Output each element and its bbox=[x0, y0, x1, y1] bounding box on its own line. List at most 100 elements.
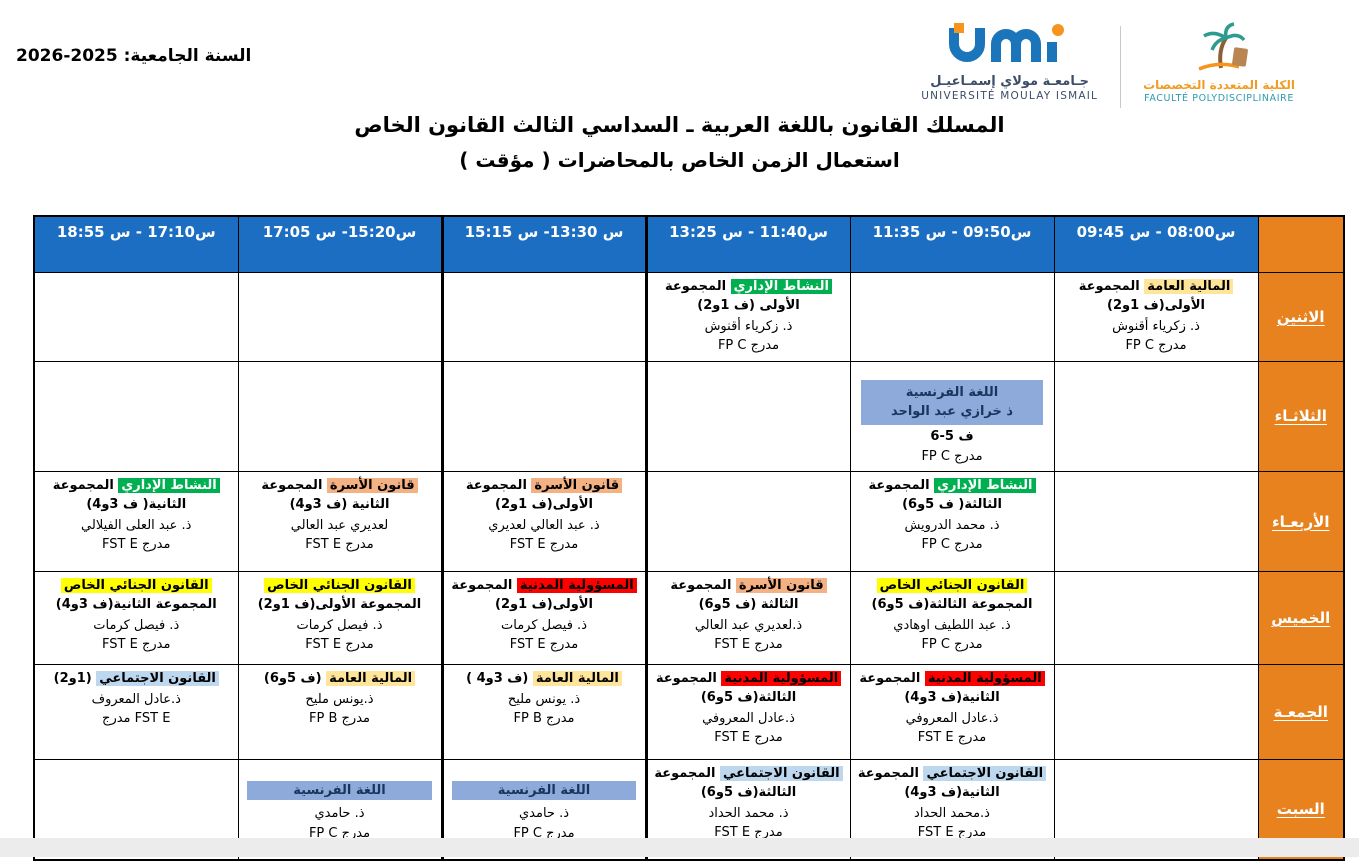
course-highlight: النشاط الإداري bbox=[730, 279, 833, 294]
course-block-line: اللغة الفرنسية bbox=[905, 384, 999, 400]
header-logos: جـامعـة مولاي إسمـاعيـل UNIVERSITÉ MOULA… bbox=[921, 22, 1295, 108]
course-line: قانون الأسرة المجموعة الثالثة (ف 5و6) bbox=[651, 577, 847, 615]
course-line: النشاط الإداري المجموعة الثانية( ف 3و4) bbox=[38, 477, 235, 515]
schedule-cell: المسؤولية المدنية المجموعة الأولى(ف 1و2)… bbox=[440, 571, 648, 666]
course-line: المالية العامة (ف 3و4 ) bbox=[447, 670, 642, 689]
schedule-cell bbox=[33, 360, 239, 473]
teacher-name: ذ. محمد الحداد bbox=[708, 805, 789, 821]
schedule-cell: المالية العامة (ف 5و6) ذ.يونس مليح مدرج FP… bbox=[237, 664, 443, 761]
schedule-cell bbox=[645, 471, 851, 573]
schedule-cell: المسؤولية المدنية المجموعة الثانية(ف 3و4… bbox=[849, 664, 1055, 761]
room-text: مدرج FP C bbox=[717, 338, 780, 354]
teacher-name: ذ. زكرياء أقنوش bbox=[1112, 318, 1200, 334]
schedule-cell: المسؤولية المدنية المجموعة الثالثة(ف 5و6… bbox=[645, 664, 851, 761]
timetable-body: س08:00 - س 09:45 س09:50 - س 11:35 س11:40 -… bbox=[33, 215, 1345, 861]
time-slot-header: س 13:30- س 15:15 bbox=[440, 215, 648, 273]
teacher-name: ذ. عبد العلى الفيلالي bbox=[81, 517, 192, 533]
room-text: مدرج FST E bbox=[714, 825, 783, 841]
umi-name-arabic: جـامعـة مولاي إسمـاعيـل bbox=[930, 74, 1090, 89]
room-text: مدرج FP C bbox=[1125, 338, 1187, 354]
course-bar: اللغة الفرنسية bbox=[247, 781, 432, 801]
teacher-name: ذ.عادل المعروفي bbox=[702, 710, 795, 726]
schedule-cell bbox=[849, 272, 1055, 362]
faculty-logo: الكلية المتعددة التخصصات FACULTÉ POLYDIS… bbox=[1143, 22, 1295, 104]
day-name-text: الاثنين bbox=[1276, 307, 1325, 326]
schedule-cell: النشاط الإداري المجموعة الثانية( ف 3و4) ذ… bbox=[33, 471, 239, 573]
group-text: ف 5-6 bbox=[930, 428, 974, 444]
footer-strip bbox=[0, 838, 1359, 857]
teacher-name: ذ.لعديري عبد العالي bbox=[694, 617, 803, 633]
schedule-cell bbox=[1053, 664, 1259, 761]
course-line: المسؤولية المدنية المجموعة الأولى(ف 1و2) bbox=[447, 577, 642, 615]
day-label: الخميس bbox=[1257, 571, 1345, 666]
course-line: المسؤولية المدنية المجموعة الثانية(ف 3و4… bbox=[854, 670, 1051, 708]
day-label: الاثنين bbox=[1257, 272, 1345, 362]
course-highlight: القانون الجنائي الخاص bbox=[60, 578, 212, 594]
day-name-text: الثلاثـاء bbox=[1274, 407, 1327, 426]
schedule-cell bbox=[645, 360, 851, 473]
course-line: قانون الأسرة المجموعة الأولى(ف 1و2) bbox=[447, 477, 642, 515]
schedule-cell bbox=[1053, 360, 1259, 473]
course-line: القانون الاجتماعي (1و2) bbox=[38, 670, 235, 689]
day-name-text: الخميس bbox=[1271, 609, 1331, 628]
time-slot-header: س09:50 - س 11:35 bbox=[849, 215, 1055, 273]
schedule-cell: المالية العامة المجموعة الأولى(ف 1و2) ذ. … bbox=[1053, 272, 1259, 362]
course-highlight: قانون الأسرة bbox=[326, 478, 418, 494]
schedule-cell bbox=[237, 360, 443, 473]
course-highlight: المسؤولية المدنية bbox=[924, 671, 1045, 687]
teacher-name: لعديري عبد العالي bbox=[290, 517, 389, 533]
logo-divider bbox=[1120, 26, 1122, 108]
course-highlight: النشاط الإداري bbox=[934, 478, 1036, 494]
course-line: القانون الجنائي الخاص المجموعة الثانية(ف… bbox=[55, 578, 217, 612]
course-highlight: المسؤولية المدنية bbox=[721, 671, 842, 687]
schedule-cell: القانون الجنائي الخاص المجموعة الأولى(ف … bbox=[237, 571, 443, 666]
umi-logo: جـامعـة مولاي إسمـاعيـل UNIVERSITÉ MOULA… bbox=[921, 22, 1098, 102]
teacher-name: ذ. فيصل كرمات bbox=[296, 617, 383, 633]
day-label: الجمعـة bbox=[1257, 664, 1345, 761]
room-text: مدرج FST E bbox=[305, 637, 374, 653]
teacher-name: ذ. عبد اللطيف اوهادي bbox=[893, 617, 1011, 633]
schedule-cell bbox=[33, 272, 239, 362]
course-block-line: ذ خرازي عبد الواحد bbox=[890, 404, 1014, 420]
room-text: مدرج FST E bbox=[917, 825, 987, 841]
schedule-cell: النشاط الإداري المجموعة الأولى (ف 1و2) ذ.… bbox=[645, 272, 851, 362]
schedule-cell: المالية العامة (ف 3و4 ) ذ. يونس مليح مدرج … bbox=[440, 664, 648, 761]
table-corner bbox=[1257, 215, 1345, 273]
academic-year-label: السنة الجامعية: 2025-2026 bbox=[16, 46, 252, 66]
schedule-cell bbox=[1053, 471, 1259, 573]
schedule-cell bbox=[440, 360, 648, 473]
course-line: القانون الاجتماعي المجموعة الثالثة(ف 5و6… bbox=[651, 765, 847, 803]
course-block: اللغة الفرنسية ذ خرازي عبد الواحد bbox=[861, 379, 1043, 425]
room-text: مدرج FST E bbox=[714, 637, 783, 653]
course-line: المالية العامة المجموعة الأولى(ف 1و2) bbox=[1058, 278, 1255, 316]
room-text: مدرج FP C bbox=[921, 637, 983, 653]
course-highlight: القانون الاجتماعي bbox=[923, 766, 1047, 782]
time-slot-header: س08:00 - س 09:45 bbox=[1053, 215, 1259, 273]
room-text: مدرج FP B bbox=[513, 711, 575, 727]
day-label: الثلاثـاء bbox=[1257, 360, 1345, 473]
day-name-text: الأربعـاء bbox=[1272, 512, 1330, 531]
course-line: النشاط الإداري المجموعة الثالثة( ف 5و6) bbox=[854, 477, 1051, 515]
course-line: القانون الجنائي الخاص المجموعة الثالثة(ف… bbox=[871, 578, 1033, 612]
schedule-cell: قانون الأسرة المجموعة الأولى(ف 1و2) ذ. عب… bbox=[440, 471, 648, 573]
room-text: مدرج FST E bbox=[509, 637, 579, 653]
course-highlight: القانون الجنائي الخاص bbox=[876, 578, 1028, 594]
day-name-text: الجمعـة bbox=[1273, 703, 1328, 722]
teacher-name: ذ.عادل المعروف bbox=[91, 691, 181, 707]
time-slot-header: س11:40 - س 13:25 bbox=[645, 215, 851, 273]
umi-logo-icon bbox=[940, 23, 1080, 72]
course-line: القانون الاجتماعي المجموعة الثانية(ف 3و4… bbox=[854, 765, 1051, 803]
palm-tree-icon bbox=[1181, 22, 1257, 76]
timetable: س08:00 - س 09:45 س09:50 - س 11:35 س11:40 -… bbox=[33, 215, 1345, 861]
title-line-1: المسلك القانون باللغة العربية ـ السداسي … bbox=[354, 113, 1005, 137]
schedule-cell bbox=[237, 272, 443, 362]
schedule-cell: اللغة الفرنسية ذ خرازي عبد الواحد ف 5-6 مدر… bbox=[849, 360, 1055, 473]
room-text: مدرج FP C bbox=[921, 448, 983, 464]
room-text: مدرج FST E bbox=[102, 537, 171, 553]
teacher-name: ذ. حامدي bbox=[518, 806, 569, 822]
schedule-cell: النشاط الإداري المجموعة الثالثة( ف 5و6) ذ… bbox=[849, 471, 1055, 573]
room-text: مدرج FST E bbox=[305, 537, 374, 553]
teacher-name: ذ. حامدي bbox=[314, 806, 365, 822]
teacher-name: ذ. يونس مليح bbox=[507, 691, 581, 707]
room-text: مدرج FST E bbox=[509, 537, 579, 553]
